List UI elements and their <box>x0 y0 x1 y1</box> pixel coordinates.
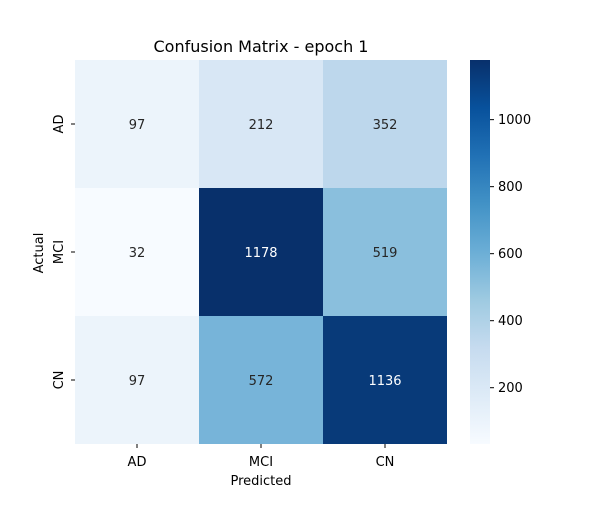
x-tick-label: MCI <box>249 455 273 470</box>
cell-value-label: 97 <box>129 374 146 389</box>
heatmap-cell <box>323 316 447 444</box>
heatmap-cell <box>199 188 323 316</box>
cell-value-label: 519 <box>373 246 398 261</box>
heatmap-cell-labels: 97 212 352 32 1178 519 97 572 1136 <box>129 118 402 389</box>
cell-value-label: 352 <box>373 118 398 133</box>
heatmap-cell <box>199 60 323 188</box>
cell-value-label: 572 <box>249 374 274 389</box>
heatmap-cells <box>75 60 447 444</box>
x-axis: AD MCI CN <box>128 444 395 470</box>
colorbar-tick-label: 1000 <box>498 113 531 128</box>
cell-value-label: 212 <box>249 118 274 133</box>
cell-value-label: 1178 <box>244 246 277 261</box>
x-axis-label: Predicted <box>230 474 291 489</box>
x-tick-label: CN <box>376 455 395 470</box>
heatmap-cell <box>323 60 447 188</box>
colorbar-tick-label: 800 <box>498 180 523 195</box>
colorbar-tick-label: 200 <box>498 381 523 396</box>
heatmap-cell <box>75 60 199 188</box>
heatmap-cell <box>75 316 199 444</box>
y-tick-label: MCI <box>52 240 67 264</box>
colorbar: 200 400 600 800 1000 <box>470 60 531 444</box>
cell-value-label: 1136 <box>368 374 401 389</box>
cell-value-label: 32 <box>129 246 146 261</box>
y-axis-label: Actual <box>32 233 47 274</box>
heatmap-cell <box>75 188 199 316</box>
cell-value-label: 97 <box>129 118 146 133</box>
colorbar-tick-label: 600 <box>498 247 523 262</box>
colorbar-gradient <box>470 60 490 444</box>
y-tick-label: CN <box>52 371 67 390</box>
heatmap-cell <box>199 316 323 444</box>
y-tick-label: AD <box>52 115 67 134</box>
chart-title: Confusion Matrix - epoch 1 <box>154 37 369 56</box>
colorbar-tick-label: 400 <box>498 314 523 329</box>
heatmap-cell <box>323 188 447 316</box>
x-tick-label: AD <box>128 455 147 470</box>
y-axis: AD MCI CN <box>52 115 75 390</box>
